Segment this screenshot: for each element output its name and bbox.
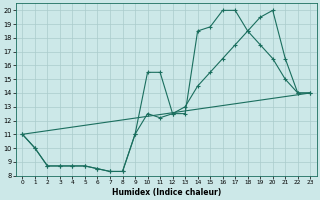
- X-axis label: Humidex (Indice chaleur): Humidex (Indice chaleur): [112, 188, 221, 197]
